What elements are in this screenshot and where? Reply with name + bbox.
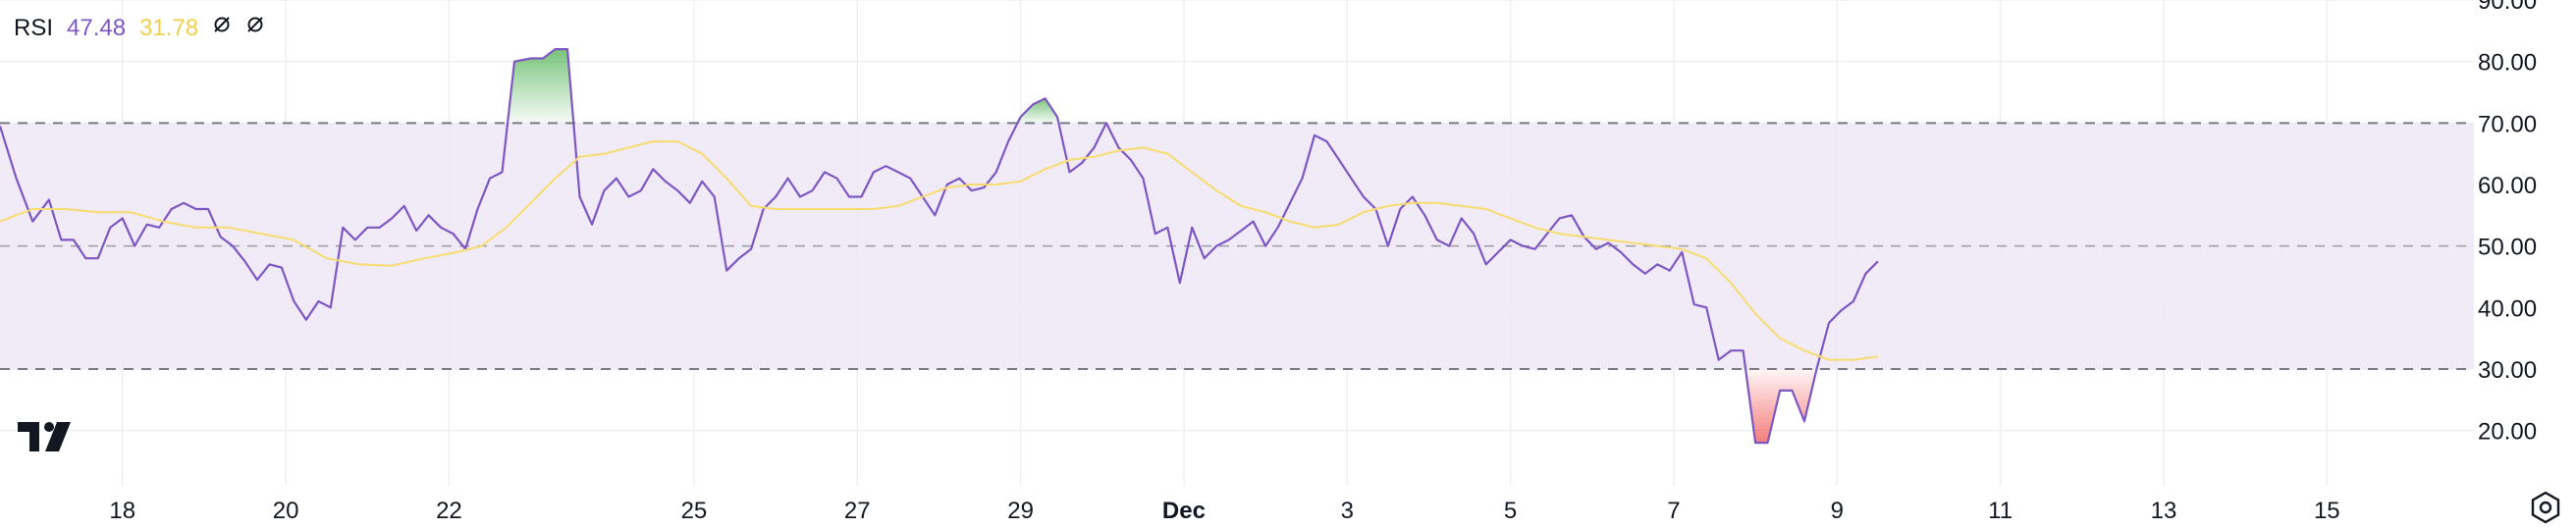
y-tick-label: 60.00	[2478, 173, 2537, 199]
y-tick-label: 50.00	[2478, 235, 2537, 261]
hidden-eye-icon[interactable]	[212, 12, 232, 45]
overbought-fill	[508, 49, 574, 124]
oversold-fill	[1745, 368, 1817, 444]
y-tick-label: 40.00	[2478, 295, 2537, 322]
rsi-value: 47.48	[67, 15, 127, 41]
indicator-legend[interactable]: RSI 47.48 31.78	[14, 12, 265, 45]
x-tick-label: 25	[681, 498, 708, 524]
x-tick-label: 22	[436, 498, 462, 524]
x-tick-label: 27	[844, 498, 871, 524]
series-lines	[0, 48, 1879, 445]
y-tick-label: 80.00	[2478, 50, 2537, 77]
extreme-fills	[508, 49, 1817, 444]
rsi-ma-line	[0, 140, 1879, 361]
x-tick-label: Dec	[1162, 498, 1206, 524]
y-tick-label: 70.00	[2478, 111, 2537, 137]
rsi-line	[0, 48, 1879, 445]
y-tick-label: 90.00	[2478, 0, 2537, 15]
settings-gear-icon[interactable]	[2529, 491, 2562, 529]
hidden-eye-icon[interactable]	[245, 12, 265, 45]
y-tick-label: 20.00	[2478, 419, 2537, 446]
ma-value: 31.78	[139, 15, 199, 41]
x-tick-label: 20	[273, 498, 299, 524]
x-axis-ticks: 18 20 22 25 27 29 Dec 3 5 7 9 11 13 15	[109, 498, 2339, 524]
x-tick-label: 11	[1988, 498, 2012, 524]
x-tick-label: 29	[1007, 498, 1034, 524]
x-tick-label: 18	[109, 498, 135, 524]
x-tick-label: 7	[1667, 498, 1680, 524]
tradingview-logo-icon[interactable]	[18, 420, 79, 458]
indicator-name[interactable]: RSI	[14, 15, 54, 41]
rsi-band	[0, 122, 2474, 370]
x-tick-label: 9	[1831, 498, 1844, 524]
x-tick-label: 15	[2314, 498, 2340, 524]
x-tick-label: 5	[1504, 498, 1517, 524]
x-tick-label: 3	[1341, 498, 1354, 524]
y-tick-label: 30.00	[2478, 357, 2537, 384]
y-axis-ticks: 20.00 30.00 40.00 50.00 60.00 70.00 80.00 90.00	[2478, 0, 2537, 446]
x-tick-label: 13	[2151, 498, 2177, 524]
